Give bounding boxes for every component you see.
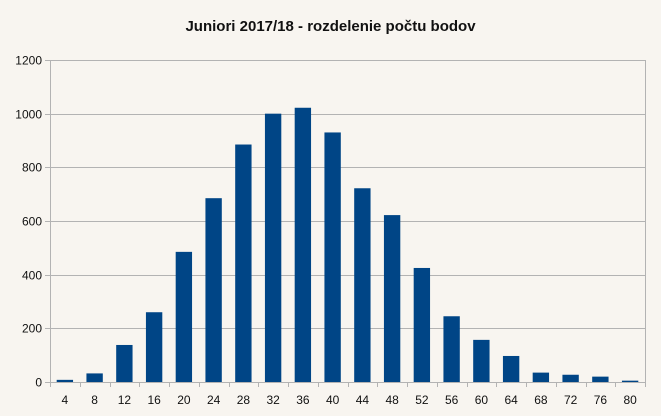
bar xyxy=(413,267,431,382)
bar xyxy=(235,144,252,382)
x-tick-label: 80 xyxy=(623,393,637,407)
x-tick-label: 16 xyxy=(147,393,161,407)
y-tick-label: 800 xyxy=(22,161,42,175)
bar xyxy=(86,373,103,382)
x-tick-label: 28 xyxy=(237,393,251,407)
bar xyxy=(443,316,460,382)
bar xyxy=(502,355,520,382)
y-tick-label: 200 xyxy=(22,322,42,336)
x-tick-label: 32 xyxy=(266,393,280,407)
x-tick-label: 60 xyxy=(475,393,489,407)
bar xyxy=(592,376,609,382)
x-tick-label: 40 xyxy=(326,393,340,407)
bar xyxy=(532,372,550,382)
bar xyxy=(324,132,341,382)
x-tick-label: 24 xyxy=(207,393,221,407)
bar xyxy=(145,312,163,382)
y-tick-label: 600 xyxy=(22,215,42,229)
x-tick-label: 72 xyxy=(564,393,578,407)
x-tick-label: 64 xyxy=(504,393,518,407)
x-tick-label: 68 xyxy=(534,393,548,407)
y-tick-label: 400 xyxy=(22,269,42,283)
x-tick-label: 20 xyxy=(177,393,191,407)
x-tick-label: 52 xyxy=(415,393,429,407)
y-tick-label: 1000 xyxy=(15,108,42,122)
bar xyxy=(116,344,133,382)
x-tick-label: 56 xyxy=(445,393,459,407)
x-tick-label: 8 xyxy=(91,393,98,407)
bar xyxy=(294,107,312,382)
y-tick-label: 0 xyxy=(35,376,42,390)
x-tick-label: 12 xyxy=(118,393,132,407)
x-tick-label: 48 xyxy=(385,393,399,407)
bar xyxy=(621,380,639,382)
bar xyxy=(205,198,222,382)
bar xyxy=(383,215,401,382)
bar xyxy=(473,339,490,382)
x-tick-label: 36 xyxy=(296,393,310,407)
bar xyxy=(354,188,371,382)
bar xyxy=(175,251,193,382)
x-tick-label: 44 xyxy=(356,393,370,407)
bar xyxy=(56,379,74,382)
x-tick-label: 4 xyxy=(62,393,69,407)
bar xyxy=(562,374,579,382)
chart-title: Juniori 2017/18 - rozdelenie počtu bodov xyxy=(185,18,476,35)
x-tick-label: 76 xyxy=(594,393,608,407)
bar xyxy=(264,113,282,383)
y-tick-label: 1200 xyxy=(15,54,42,68)
